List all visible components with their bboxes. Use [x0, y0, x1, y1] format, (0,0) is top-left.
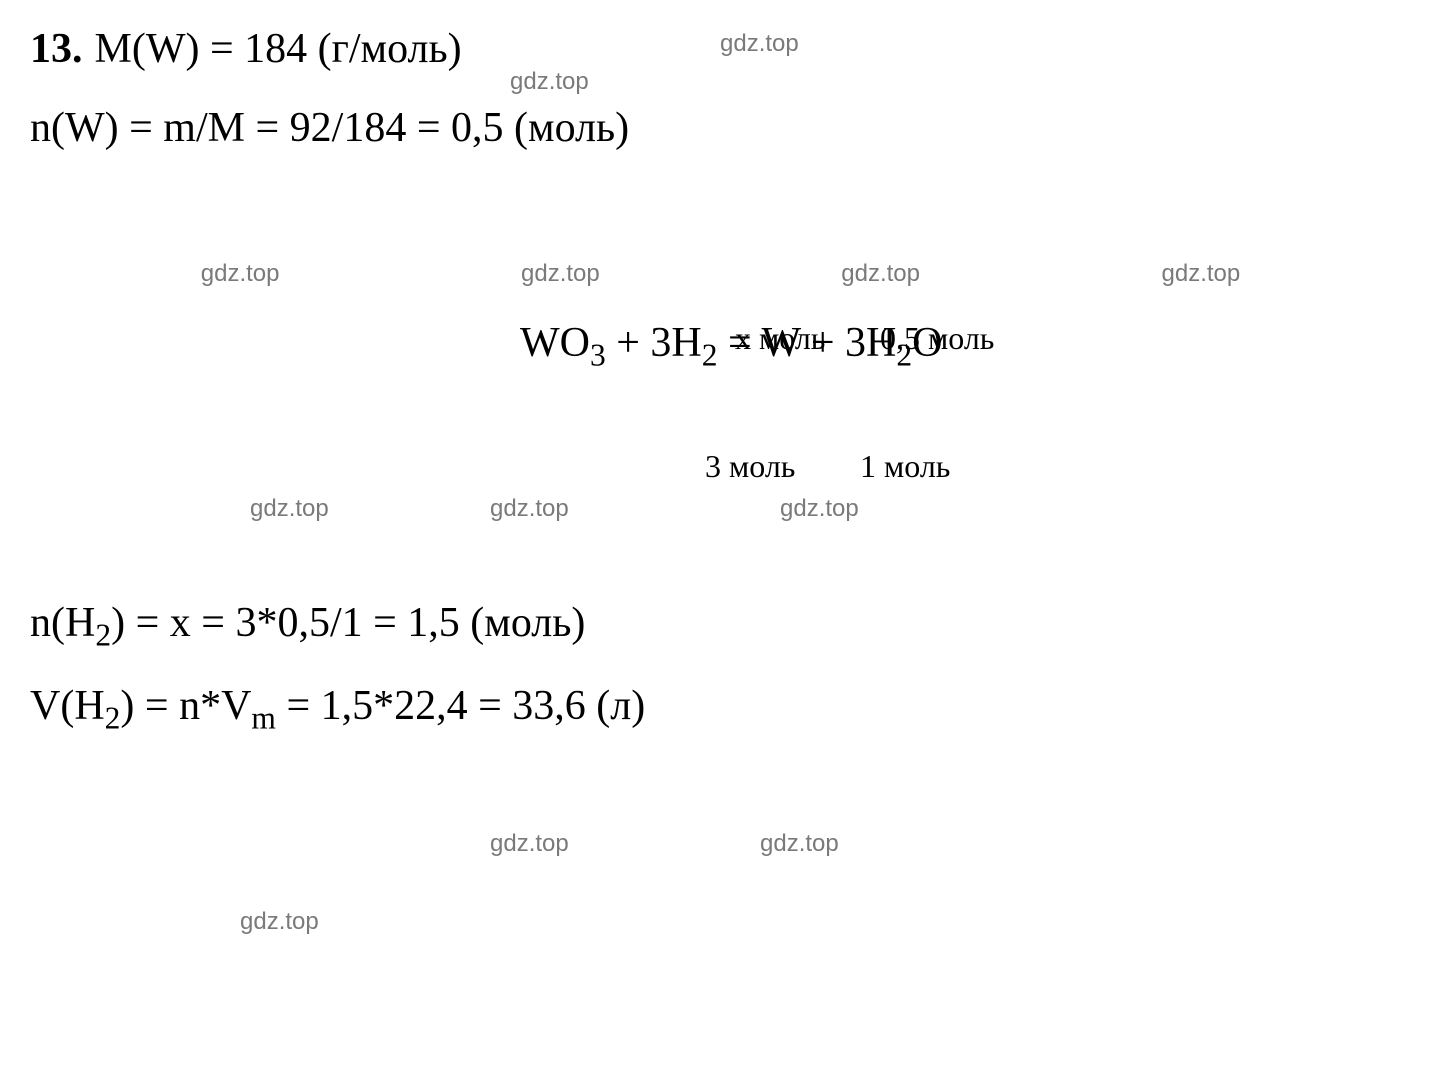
- anno-1-mol: 1 моль: [860, 448, 950, 485]
- line-2: n(W) = m/M = 92/184 = 0,5 (моль): [30, 99, 1411, 158]
- v-h2-subm: m: [251, 701, 276, 736]
- eq-sub2a: 2: [702, 337, 718, 372]
- eq-sub3: 3: [590, 337, 606, 372]
- watermark-row: gdz.top gdz.top gdz.top gdz.top: [0, 260, 1441, 288]
- watermark-9: gdz.top: [780, 495, 859, 523]
- v-h2-mid: ) = n*V: [120, 683, 251, 729]
- watermark-10: gdz.top: [490, 830, 569, 858]
- moles-w-calc: n(W) = m/M = 92/184 = 0,5 (моль): [30, 105, 629, 151]
- anno-x-mol: x моль: [735, 320, 825, 357]
- line-4: V(H2) = n*Vm = 1,5*22,4 = 33,6 (л): [30, 677, 1411, 740]
- watermark-1: gdz.top: [720, 30, 799, 58]
- watermark-8: gdz.top: [490, 495, 569, 523]
- eq-wo: WO: [520, 320, 590, 366]
- watermark-6: gdz.top: [1162, 260, 1241, 288]
- problem-number: 13.: [30, 20, 83, 79]
- molar-mass-w: M(W) = 184 (г/моль): [95, 20, 462, 79]
- anno-3-mol: 3 моль: [705, 448, 795, 485]
- equation-block: x моль 0,5 моль WO3 + 3H2 = W + 3H2O 3 м…: [520, 318, 1411, 374]
- n-h2-prefix: n(H: [30, 600, 95, 646]
- watermark-12: gdz.top: [240, 908, 319, 936]
- lower-block: n(H2) = x = 3*0,5/1 = 1,5 (моль) V(H2) =…: [30, 594, 1411, 741]
- v-h2-sub: 2: [105, 701, 121, 736]
- line-3: n(H2) = x = 3*0,5/1 = 1,5 (моль): [30, 594, 1411, 657]
- n-h2-rest: ) = x = 3*0,5/1 = 1,5 (моль): [111, 600, 585, 646]
- watermark-4: gdz.top: [521, 260, 600, 288]
- watermark-11: gdz.top: [760, 830, 839, 858]
- v-h2-rest: = 1,5*22,4 = 33,6 (л): [276, 683, 645, 729]
- v-h2-prefix: V(H: [30, 683, 105, 729]
- eq-plus-3h: + 3H: [606, 320, 702, 366]
- watermark-5: gdz.top: [841, 260, 920, 288]
- watermark-2: gdz.top: [510, 68, 589, 96]
- anno-05-mol: 0,5 моль: [880, 320, 994, 357]
- watermark-7: gdz.top: [250, 495, 329, 523]
- n-h2-sub: 2: [95, 617, 111, 652]
- watermark-3: gdz.top: [201, 260, 280, 288]
